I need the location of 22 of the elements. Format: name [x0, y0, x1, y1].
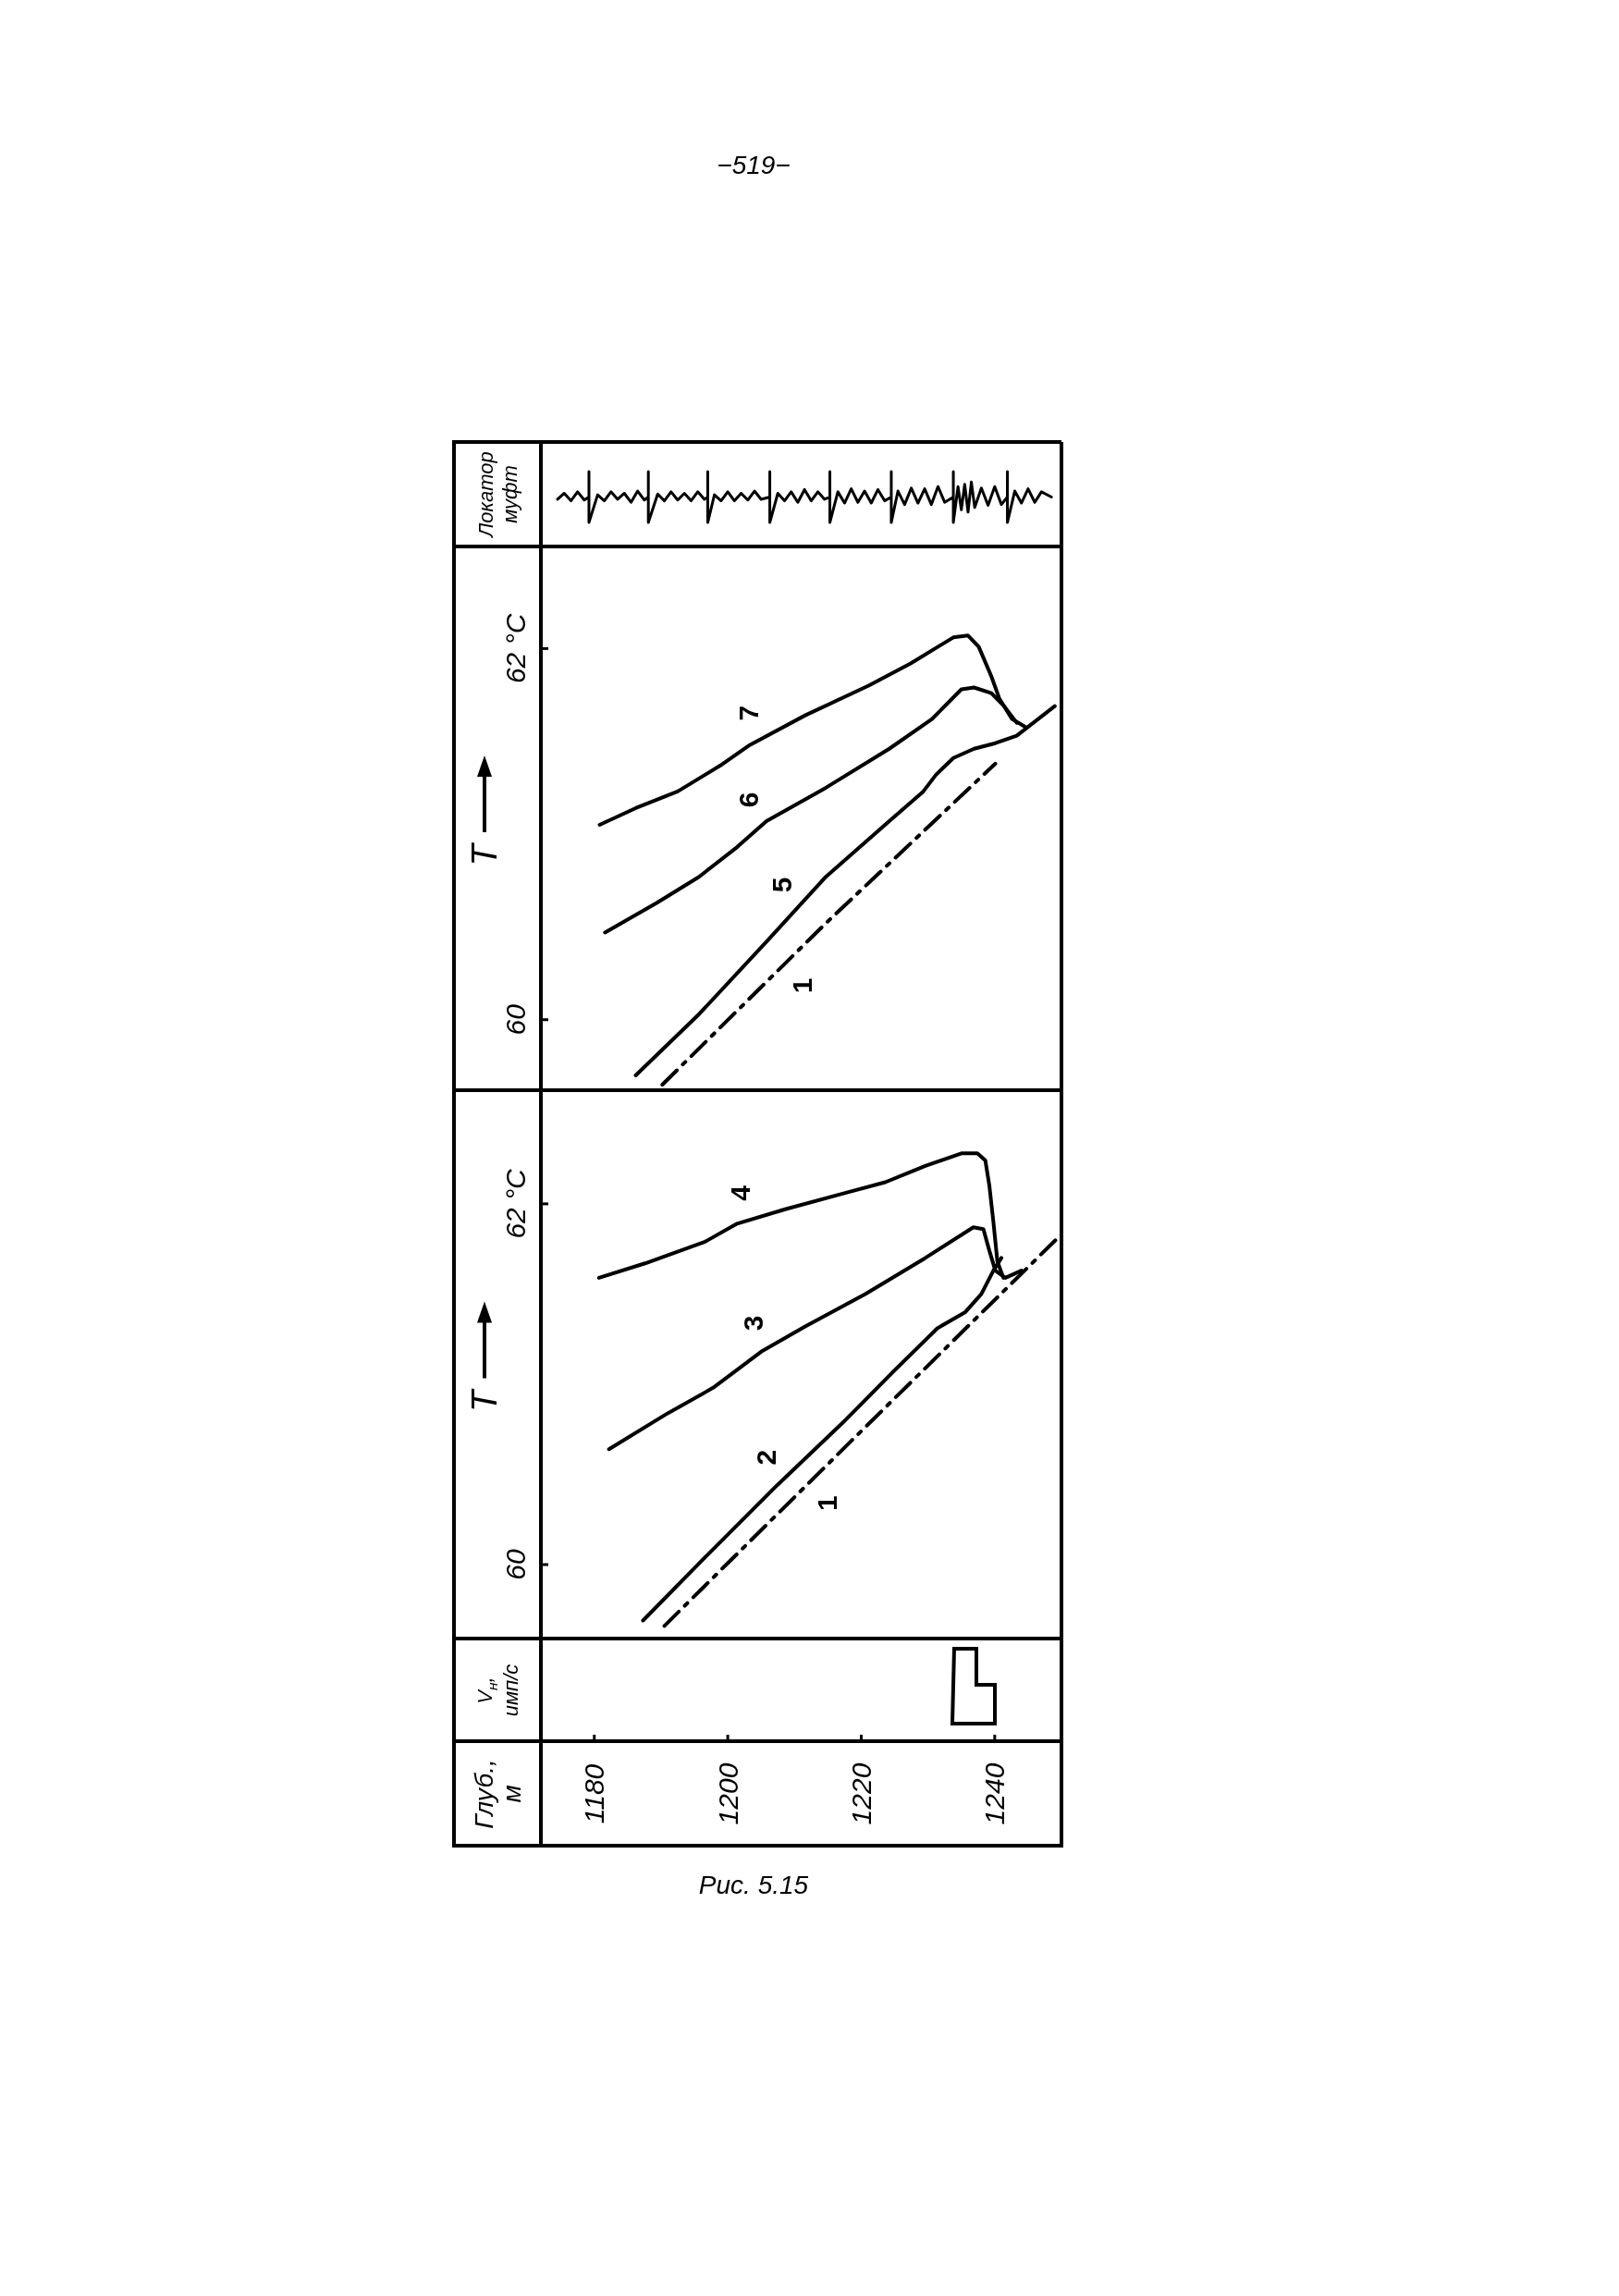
text: 7: [732, 705, 764, 721]
x-tick-label: 1220: [845, 1762, 877, 1825]
text: Глуб., м: [469, 1759, 526, 1829]
text: 2: [751, 1449, 782, 1466]
x-tick-label: 1180: [579, 1763, 610, 1824]
y-axis-title: T: [465, 841, 504, 866]
x-tick-label: 1240: [979, 1762, 1011, 1825]
text: 1: [812, 1495, 843, 1512]
text: 3: [737, 1315, 768, 1332]
y-tick-label: 60: [499, 1549, 531, 1580]
y-tick-label: 62 °C: [499, 613, 531, 684]
y-axis-title: T: [465, 1388, 504, 1413]
text: −519−: [717, 151, 791, 179]
text: 6: [733, 792, 765, 808]
text: 1: [786, 977, 817, 994]
y-axis-title: Локатор муфт: [473, 451, 521, 539]
text: Рис. 5.15: [698, 1871, 809, 1899]
y-tick-label: 60: [499, 1003, 531, 1036]
y-tick-label: 62 °C: [499, 1168, 531, 1239]
x-tick-label: 1200: [712, 1762, 743, 1825]
text: 4: [724, 1185, 755, 1201]
text: 5: [767, 877, 798, 893]
